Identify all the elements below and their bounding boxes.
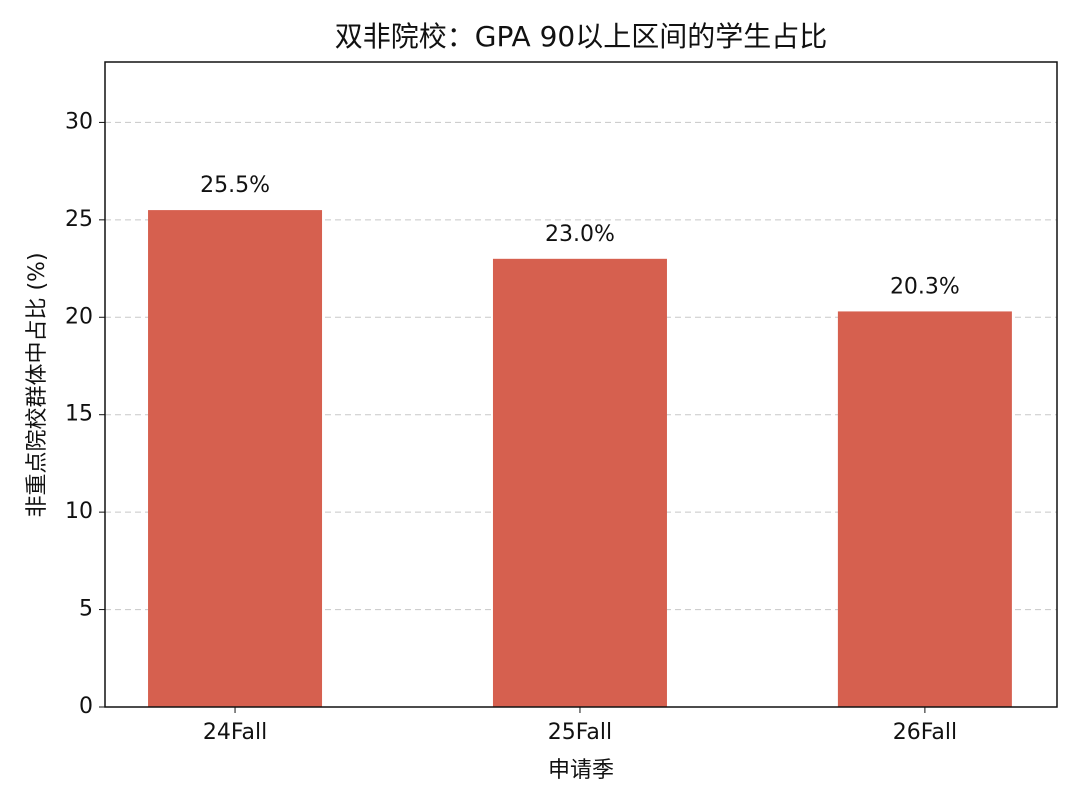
y-tick-label: 25 — [65, 207, 93, 232]
chart-title: 双非院校：GPA 90以上区间的学生占比 — [335, 20, 827, 53]
y-tick-label: 15 — [65, 402, 93, 427]
bar — [148, 210, 323, 707]
value-label: 25.5% — [200, 173, 270, 198]
y-tick-label: 0 — [79, 694, 93, 719]
x-axis-label: 申请季 — [548, 758, 614, 783]
y-tick-label: 30 — [65, 109, 93, 134]
y-axis-label: 非重点院校群体中占比 (%) — [25, 252, 50, 517]
x-tick-label: 26Fall — [893, 720, 957, 745]
y-tick-label: 20 — [65, 304, 93, 329]
value-label: 23.0% — [545, 222, 615, 247]
plot-frame — [104, 61, 1058, 708]
y-tick-label: 5 — [79, 597, 93, 622]
bar — [492, 258, 667, 707]
value-label: 20.3% — [890, 274, 960, 299]
y-tick-label: 10 — [65, 499, 93, 524]
x-tick-label: 24Fall — [203, 720, 267, 745]
bar — [837, 311, 1012, 707]
x-tick-label: 25Fall — [548, 720, 612, 745]
